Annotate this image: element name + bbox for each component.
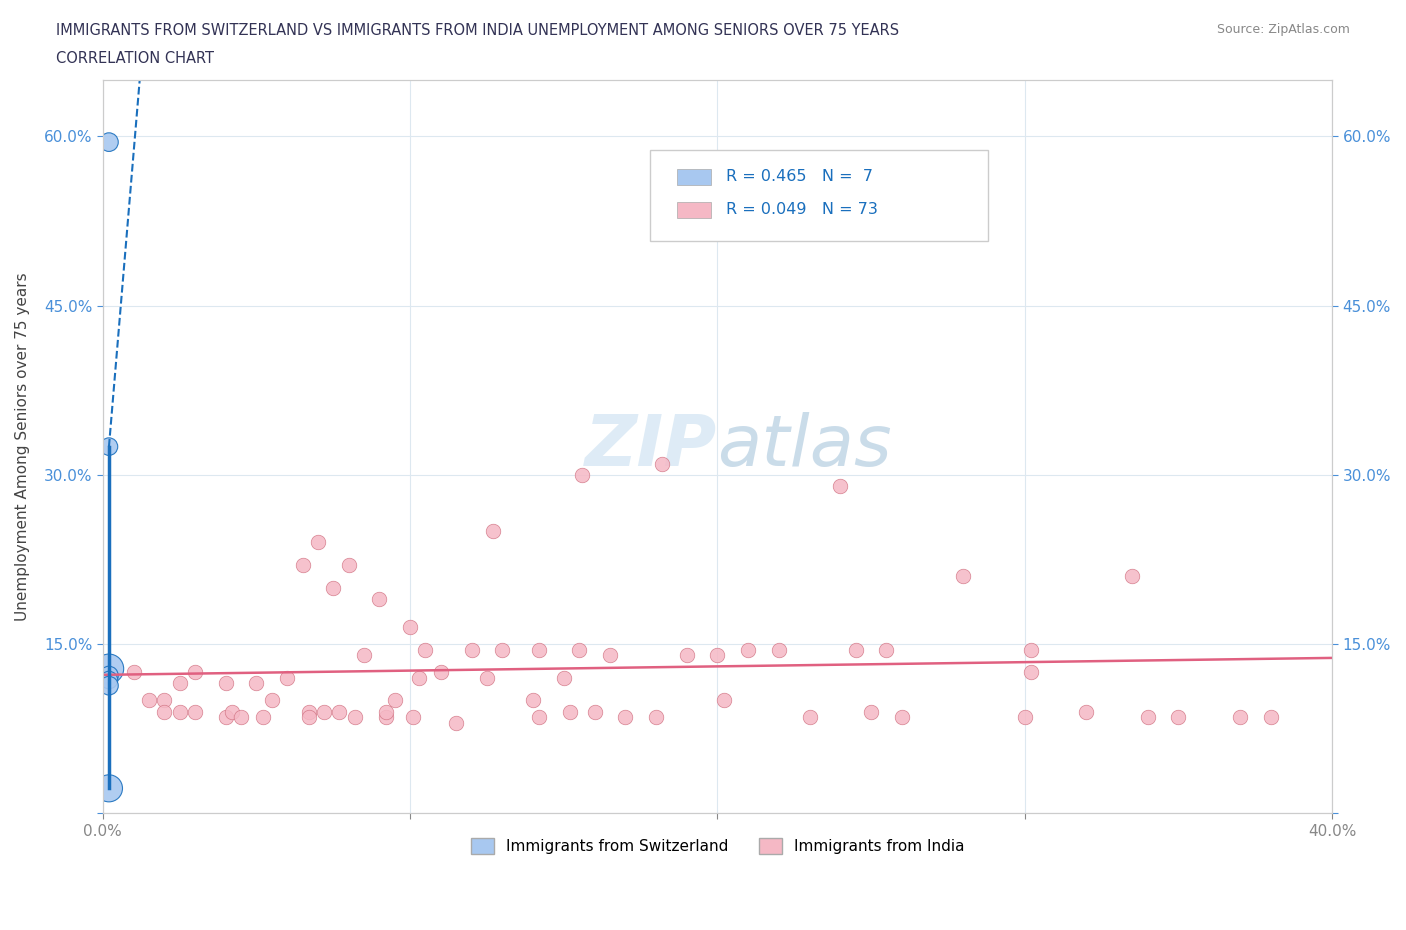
Y-axis label: Unemployment Among Seniors over 75 years: Unemployment Among Seniors over 75 years bbox=[15, 272, 30, 621]
Point bbox=[153, 693, 176, 708]
Point bbox=[830, 479, 852, 494]
Point bbox=[430, 665, 453, 680]
Legend: Immigrants from Switzerland, Immigrants from India: Immigrants from Switzerland, Immigrants … bbox=[464, 832, 970, 860]
Point bbox=[307, 535, 329, 550]
Point bbox=[890, 710, 912, 724]
Point bbox=[276, 671, 298, 685]
Point bbox=[384, 693, 406, 708]
Point bbox=[614, 710, 637, 724]
Point bbox=[215, 676, 238, 691]
Point bbox=[571, 468, 593, 483]
Point bbox=[706, 648, 728, 663]
Point bbox=[298, 710, 321, 724]
Text: CORRELATION CHART: CORRELATION CHART bbox=[56, 51, 214, 66]
Point bbox=[260, 693, 283, 708]
Point bbox=[558, 704, 581, 719]
Point bbox=[408, 671, 430, 685]
Point bbox=[1229, 710, 1251, 724]
Point bbox=[527, 710, 550, 724]
Point bbox=[399, 619, 422, 634]
Point bbox=[97, 135, 120, 150]
Point bbox=[328, 704, 350, 719]
Text: IMMIGRANTS FROM SWITZERLAND VS IMMIGRANTS FROM INDIA UNEMPLOYMENT AMONG SENIORS : IMMIGRANTS FROM SWITZERLAND VS IMMIGRANT… bbox=[56, 23, 900, 38]
Point bbox=[122, 665, 145, 680]
Point bbox=[402, 710, 425, 724]
Point bbox=[1019, 665, 1042, 680]
Point bbox=[97, 668, 120, 683]
Point bbox=[1136, 710, 1159, 724]
Point bbox=[522, 693, 544, 708]
Point bbox=[374, 704, 396, 719]
Point bbox=[322, 580, 344, 595]
Point bbox=[1121, 569, 1143, 584]
Point bbox=[252, 710, 274, 724]
Point bbox=[553, 671, 575, 685]
Point bbox=[645, 710, 668, 724]
Point bbox=[97, 661, 120, 676]
Point bbox=[737, 643, 759, 658]
Point bbox=[337, 558, 360, 573]
Point bbox=[97, 672, 120, 687]
Text: Source: ZipAtlas.com: Source: ZipAtlas.com bbox=[1216, 23, 1350, 36]
Point bbox=[1014, 710, 1036, 724]
Point bbox=[138, 693, 160, 708]
Point bbox=[568, 643, 591, 658]
Point bbox=[875, 643, 897, 658]
Text: ZIP: ZIP bbox=[585, 412, 717, 481]
Point bbox=[952, 569, 974, 584]
Point bbox=[169, 704, 191, 719]
Point bbox=[491, 643, 513, 658]
Point bbox=[675, 648, 697, 663]
Point bbox=[312, 704, 335, 719]
Point bbox=[343, 710, 366, 724]
Point bbox=[298, 704, 321, 719]
Point bbox=[860, 704, 883, 719]
Point bbox=[799, 710, 821, 724]
Point bbox=[184, 704, 207, 719]
Point bbox=[97, 781, 120, 796]
Point bbox=[153, 704, 176, 719]
Point bbox=[374, 710, 396, 724]
Point bbox=[184, 665, 207, 680]
Text: R = 0.465   N =  7: R = 0.465 N = 7 bbox=[725, 168, 873, 183]
Point bbox=[221, 704, 243, 719]
Point bbox=[215, 710, 238, 724]
Bar bbox=[676, 202, 711, 218]
Point bbox=[368, 591, 391, 606]
Point bbox=[651, 456, 673, 471]
Point bbox=[415, 643, 437, 658]
Text: atlas: atlas bbox=[717, 412, 891, 481]
Point bbox=[245, 676, 267, 691]
Point bbox=[353, 648, 375, 663]
Point bbox=[444, 715, 467, 730]
Text: R = 0.049   N = 73: R = 0.049 N = 73 bbox=[725, 202, 877, 217]
Point bbox=[1167, 710, 1189, 724]
Point bbox=[97, 439, 120, 454]
Point bbox=[460, 643, 482, 658]
Point bbox=[527, 643, 550, 658]
FancyBboxPatch shape bbox=[650, 150, 988, 242]
Point bbox=[713, 693, 735, 708]
Point bbox=[291, 558, 314, 573]
Point bbox=[768, 643, 790, 658]
Point bbox=[845, 643, 868, 658]
Point bbox=[229, 710, 252, 724]
Point bbox=[1260, 710, 1282, 724]
Point bbox=[97, 678, 120, 693]
Point bbox=[583, 704, 606, 719]
Bar bbox=[676, 169, 711, 185]
Point bbox=[475, 671, 498, 685]
Point bbox=[482, 524, 505, 538]
Point bbox=[599, 648, 621, 663]
Point bbox=[1019, 643, 1042, 658]
Point bbox=[169, 676, 191, 691]
Point bbox=[1076, 704, 1098, 719]
